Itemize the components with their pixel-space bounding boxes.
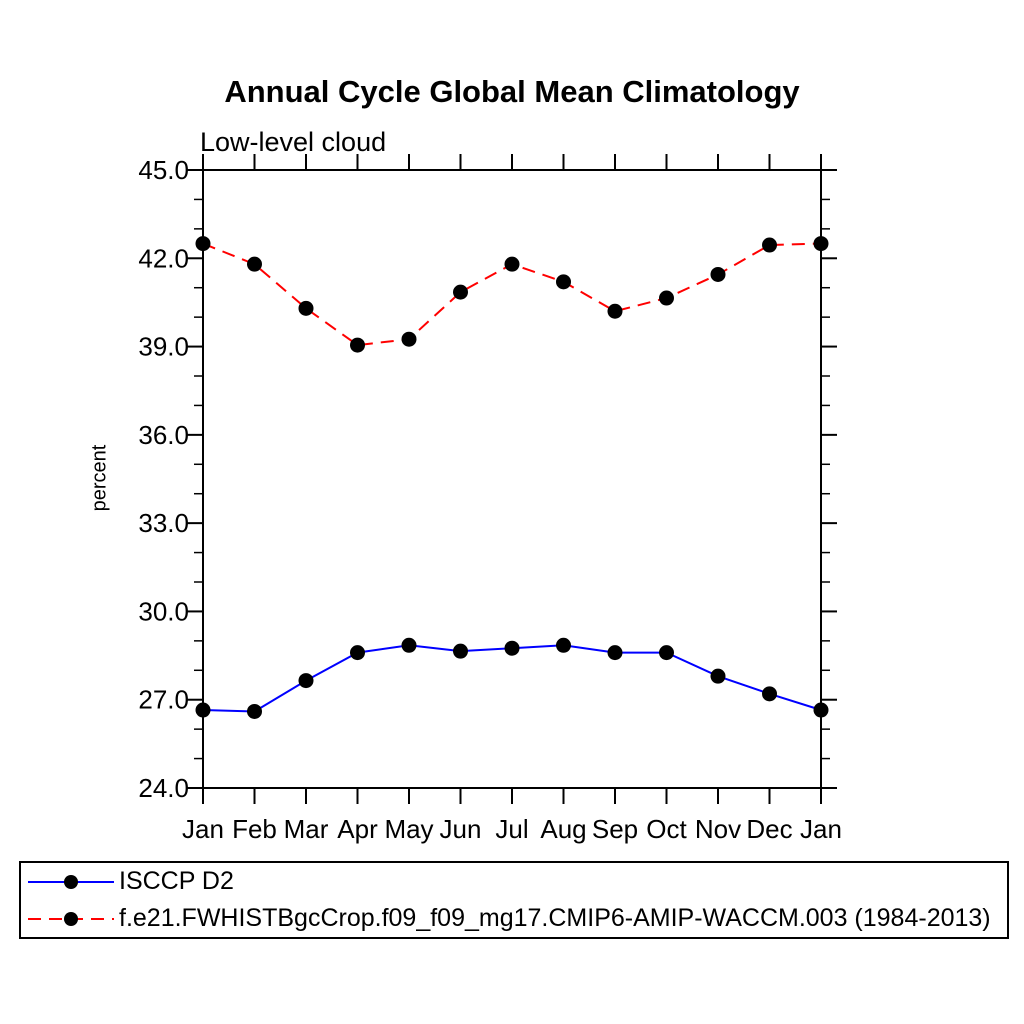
data-point-series-0-Jan bbox=[813, 702, 829, 718]
x-tick-label: Feb bbox=[232, 814, 277, 844]
y-tick-label: 36.0 bbox=[138, 420, 189, 450]
data-point-series-1-Dec bbox=[762, 237, 777, 253]
axis-box bbox=[202, 169, 822, 789]
data-point-series-0-Feb bbox=[247, 703, 262, 719]
x-tick-label: Aug bbox=[540, 814, 586, 844]
x-tick-label: Jan bbox=[182, 814, 224, 844]
legend-label-model: f.e21.FWHISTBgcCrop.f09_f09_mg17.CMIP6-A… bbox=[119, 904, 991, 932]
x-tick-label: Jul bbox=[495, 814, 528, 844]
data-point-series-0-Apr bbox=[350, 645, 365, 661]
legend-marker-icon bbox=[64, 874, 78, 889]
data-point-series-1-Jan bbox=[813, 236, 829, 252]
data-point-series-1-Mar bbox=[298, 300, 314, 316]
data-point-series-1-Jun bbox=[453, 284, 468, 300]
data-point-series-0-Mar bbox=[298, 673, 314, 689]
x-tick-label: Apr bbox=[337, 814, 378, 844]
data-point-series-1-Jan bbox=[195, 236, 211, 252]
legend-row-isccp: ISCCP D2 bbox=[21, 863, 1007, 900]
data-point-series-0-Sep bbox=[607, 645, 623, 661]
y-tick-label: 30.0 bbox=[138, 596, 189, 626]
chart-title: Annual Cycle Global Mean Climatology bbox=[224, 74, 800, 109]
data-point-series-0-Oct bbox=[659, 645, 674, 661]
data-point-series-1-Aug bbox=[556, 274, 571, 290]
data-point-series-1-Apr bbox=[350, 337, 365, 353]
legend-marker-icon bbox=[64, 911, 78, 926]
legend-sample-isccp bbox=[28, 874, 114, 889]
data-point-series-1-Oct bbox=[659, 290, 674, 306]
data-point-series-0-Nov bbox=[710, 668, 726, 684]
x-tick-label: Jun bbox=[440, 814, 482, 844]
data-point-series-1-Feb bbox=[247, 256, 262, 272]
x-tick-label: Dec bbox=[746, 814, 792, 844]
legend-box: ISCCP D2 f.e21.FWHISTBgcCrop.f09_f09_mg1… bbox=[19, 861, 1009, 939]
y-tick-label: 39.0 bbox=[138, 332, 189, 362]
y-tick-label: 24.0 bbox=[138, 773, 189, 803]
x-tick-label: Jan bbox=[800, 814, 842, 844]
legend-sample-model bbox=[28, 911, 114, 926]
y-tick-label: 42.0 bbox=[138, 243, 189, 273]
legend-row-model: f.e21.FWHISTBgcCrop.f09_f09_mg17.CMIP6-A… bbox=[21, 900, 1007, 937]
y-tick-label: 45.0 bbox=[138, 155, 189, 185]
x-tick-label: May bbox=[384, 814, 433, 844]
y-tick-label: 33.0 bbox=[138, 508, 189, 538]
data-point-series-1-Nov bbox=[710, 266, 726, 282]
data-point-series-0-Aug bbox=[556, 637, 571, 653]
y-tick-label: 27.0 bbox=[138, 685, 189, 715]
data-point-series-0-May bbox=[401, 637, 417, 653]
data-point-series-0-Dec bbox=[762, 686, 777, 702]
x-tick-label: Oct bbox=[646, 814, 687, 844]
data-point-series-0-Jan bbox=[195, 702, 211, 718]
data-point-series-0-Jul bbox=[504, 640, 520, 656]
legend-label-isccp: ISCCP D2 bbox=[119, 867, 234, 895]
x-tick-label: Nov bbox=[695, 814, 741, 844]
x-tick-label: Sep bbox=[592, 814, 638, 844]
chart-subtitle: Low-level cloud bbox=[200, 127, 387, 157]
data-point-series-0-Jun bbox=[453, 643, 468, 659]
data-point-series-1-Jul bbox=[504, 256, 520, 272]
x-tick-label: Mar bbox=[284, 814, 329, 844]
data-point-series-1-Sep bbox=[607, 303, 623, 319]
data-point-series-1-May bbox=[401, 331, 417, 347]
